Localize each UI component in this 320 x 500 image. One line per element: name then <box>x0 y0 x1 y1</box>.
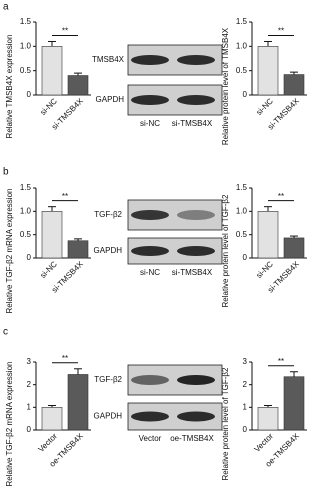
band <box>177 246 215 256</box>
y-tick-label: 3 <box>27 357 32 366</box>
y-tick-label: 0 <box>243 425 248 434</box>
y-tick-label: 1 <box>27 402 32 411</box>
blot-label: TGF-β2 <box>94 210 122 219</box>
band <box>177 411 215 422</box>
bar <box>67 75 89 96</box>
y-tick-label: 0.5 <box>20 66 32 75</box>
y-tick-label: 1.5 <box>236 17 248 26</box>
significance: ** <box>62 192 68 201</box>
x-tick-label: si-NC <box>254 96 275 117</box>
figure: a b c 0 0.5 1.0 1.5 Relative TMSB4X expressi… <box>3 2 307 487</box>
lane-label: si-TMSB4X <box>172 119 213 128</box>
y-tick-label: 1.0 <box>236 41 248 50</box>
significance: ** <box>278 357 284 366</box>
panel-letter: a <box>3 2 9 13</box>
bar <box>283 237 305 259</box>
band <box>131 210 169 220</box>
y-tick-label: 2 <box>27 380 32 389</box>
band <box>131 55 169 65</box>
band <box>177 210 215 220</box>
lane-label: oe-TMSB4X <box>170 434 214 443</box>
bar <box>257 407 279 431</box>
blot-label: TMSB4X <box>92 55 125 64</box>
band <box>131 375 169 385</box>
y-tick-label: 0.5 <box>236 66 248 75</box>
y-tick-label: 1.5 <box>236 183 248 192</box>
y-tick-label: 0 <box>27 90 32 99</box>
significance: ** <box>62 27 68 36</box>
blot-label: GAPDH <box>94 246 123 255</box>
y-tick-label: 0 <box>243 90 248 99</box>
y-axis-label: Relative TMSB4X expression <box>5 35 14 139</box>
blot-label: GAPDH <box>94 412 123 421</box>
y-tick-label: 1.0 <box>236 206 248 215</box>
y-axis-label: Relative protein level of TMSB4X <box>221 27 230 145</box>
y-tick-label: 0 <box>27 425 32 434</box>
lane-label: Vector <box>139 434 162 443</box>
y-axis-label: Relative protein level of TGF-β2 <box>221 367 230 480</box>
y-tick-label: 0.5 <box>20 230 32 239</box>
x-tick-label: Vector <box>36 431 59 454</box>
y-axis-label: Relative TGF-β2 mRNA expression <box>5 362 14 487</box>
y-axis-label: Relative TGF-β2 mRNA expression <box>5 189 14 314</box>
band <box>131 95 169 105</box>
lane-label: si-NC <box>140 119 160 128</box>
significance: ** <box>278 192 284 201</box>
band <box>177 95 215 105</box>
x-tick-label: si-NC <box>38 259 59 280</box>
y-tick-label: 1.0 <box>20 206 32 215</box>
bar <box>283 376 305 431</box>
lane-label: si-TMSB4X <box>172 268 213 277</box>
panel-letter: b <box>3 167 9 178</box>
significance: ** <box>62 354 68 363</box>
bar <box>67 374 89 431</box>
y-tick-label: 3 <box>243 357 248 366</box>
bar <box>41 407 63 431</box>
x-tick-label: si-NC <box>254 259 275 280</box>
y-tick-label: 1.5 <box>20 17 32 26</box>
bar <box>257 46 279 96</box>
y-tick-label: 0 <box>243 253 248 262</box>
band <box>177 55 215 65</box>
y-tick-label: 1 <box>243 402 248 411</box>
bar <box>257 211 279 259</box>
y-tick-label: 1.5 <box>20 183 32 192</box>
blot-label: TGF-β2 <box>94 375 122 384</box>
lane-label: si-NC <box>140 268 160 277</box>
x-tick-label: Vector <box>252 431 275 454</box>
blot-label: GAPDH <box>96 95 125 104</box>
band <box>177 375 215 385</box>
y-tick-label: 1.0 <box>20 41 32 50</box>
y-tick-label: 2 <box>243 380 248 389</box>
bar <box>283 74 305 96</box>
bar <box>41 211 63 259</box>
band <box>131 246 169 256</box>
significance: ** <box>278 27 284 36</box>
y-axis-label: Relative protein level of TGF-β2 <box>221 194 230 307</box>
x-tick-label: si-NC <box>38 96 59 117</box>
bar <box>67 240 89 259</box>
y-tick-label: 0.5 <box>236 230 248 239</box>
bar <box>41 46 63 96</box>
panel-letter: c <box>3 327 8 338</box>
y-tick-label: 0 <box>27 253 32 262</box>
band <box>131 411 169 422</box>
